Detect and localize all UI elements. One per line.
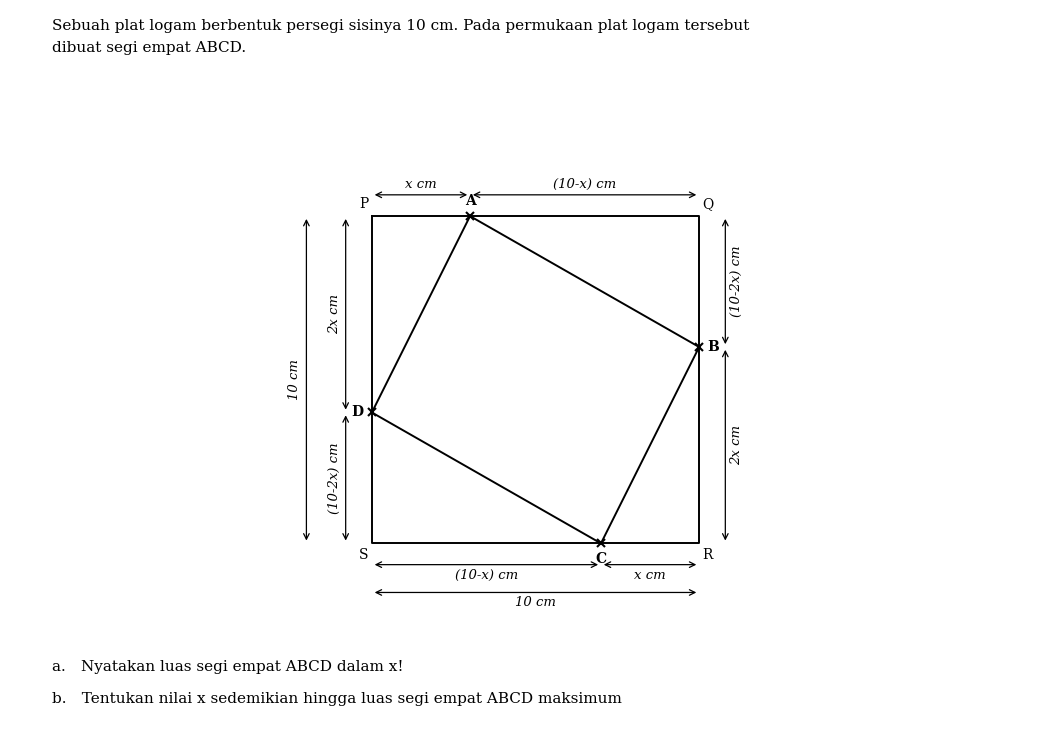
Text: B: B	[708, 340, 719, 354]
Text: (10-x) cm: (10-x) cm	[553, 178, 616, 191]
Text: D: D	[352, 406, 363, 419]
Text: x cm: x cm	[634, 568, 666, 582]
Text: (10-x) cm: (10-x) cm	[455, 568, 518, 582]
Text: a. Nyatakan luas segi empat ABCD dalam x!: a. Nyatakan luas segi empat ABCD dalam x…	[52, 660, 404, 674]
Text: 10 cm: 10 cm	[289, 360, 301, 401]
Text: x cm: x cm	[405, 178, 437, 191]
Text: Sebuah plat logam berbentuk persegi sisinya 10 cm. Pada permukaan plat logam ter: Sebuah plat logam berbentuk persegi sisi…	[52, 19, 750, 33]
Text: A: A	[465, 194, 476, 208]
Text: 2x cm: 2x cm	[730, 425, 743, 466]
Text: R: R	[702, 548, 713, 562]
Text: C: C	[595, 551, 607, 565]
Text: (10-2x) cm: (10-2x) cm	[730, 245, 743, 317]
Text: Q: Q	[702, 197, 714, 211]
Text: 10 cm: 10 cm	[514, 596, 556, 609]
Text: P: P	[359, 197, 369, 211]
Text: S: S	[359, 548, 369, 562]
Text: dibuat segi empat ABCD.: dibuat segi empat ABCD.	[52, 41, 247, 55]
Text: 2x cm: 2x cm	[328, 294, 341, 334]
Text: b. Tentukan nilai x sedemikian hingga luas segi empat ABCD maksimum: b. Tentukan nilai x sedemikian hingga lu…	[52, 692, 623, 706]
Text: (10-2x) cm: (10-2x) cm	[328, 442, 341, 514]
